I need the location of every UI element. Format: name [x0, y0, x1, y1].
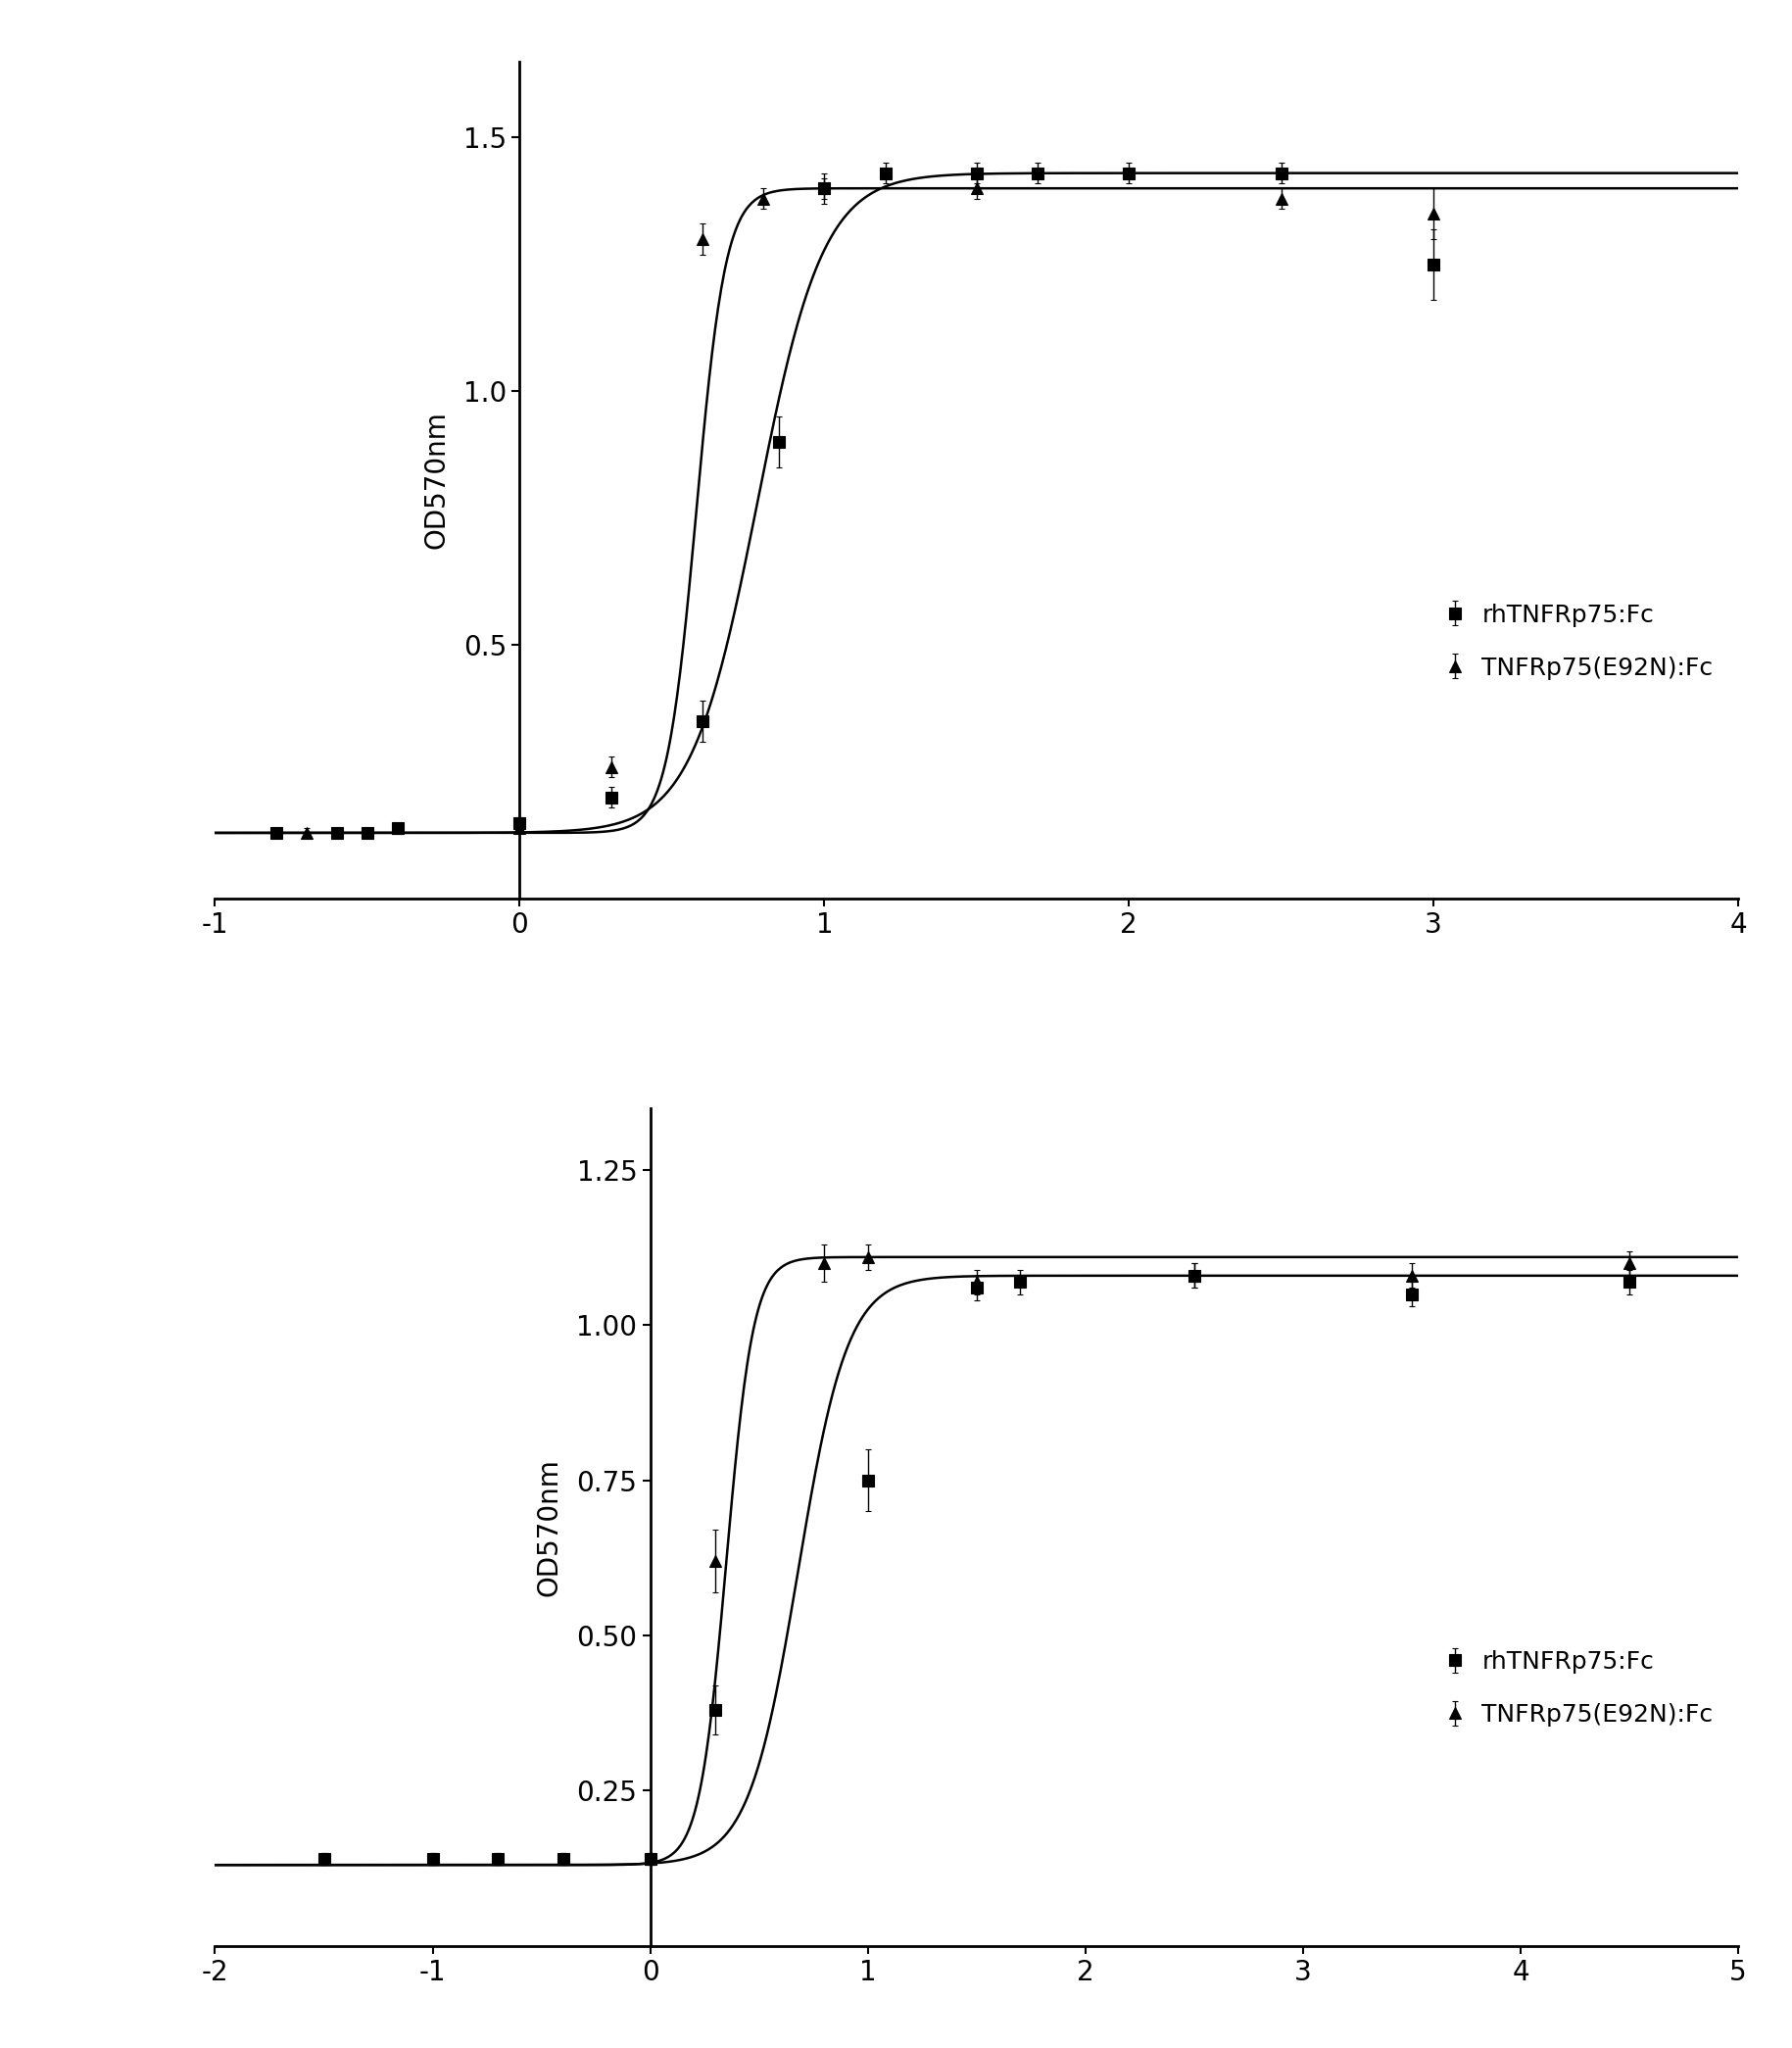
Legend: rhTNFRp75:Fc, TNFRp75(E92N):Fc: rhTNFRp75:Fc, TNFRp75(E92N):Fc [1434, 594, 1722, 690]
Legend: rhTNFRp75:Fc, TNFRp75(E92N):Fc: rhTNFRp75:Fc, TNFRp75(E92N):Fc [1434, 1640, 1722, 1737]
Y-axis label: OD570nm: OD570nm [423, 412, 450, 549]
Y-axis label: OD570nm: OD570nm [536, 1458, 563, 1595]
